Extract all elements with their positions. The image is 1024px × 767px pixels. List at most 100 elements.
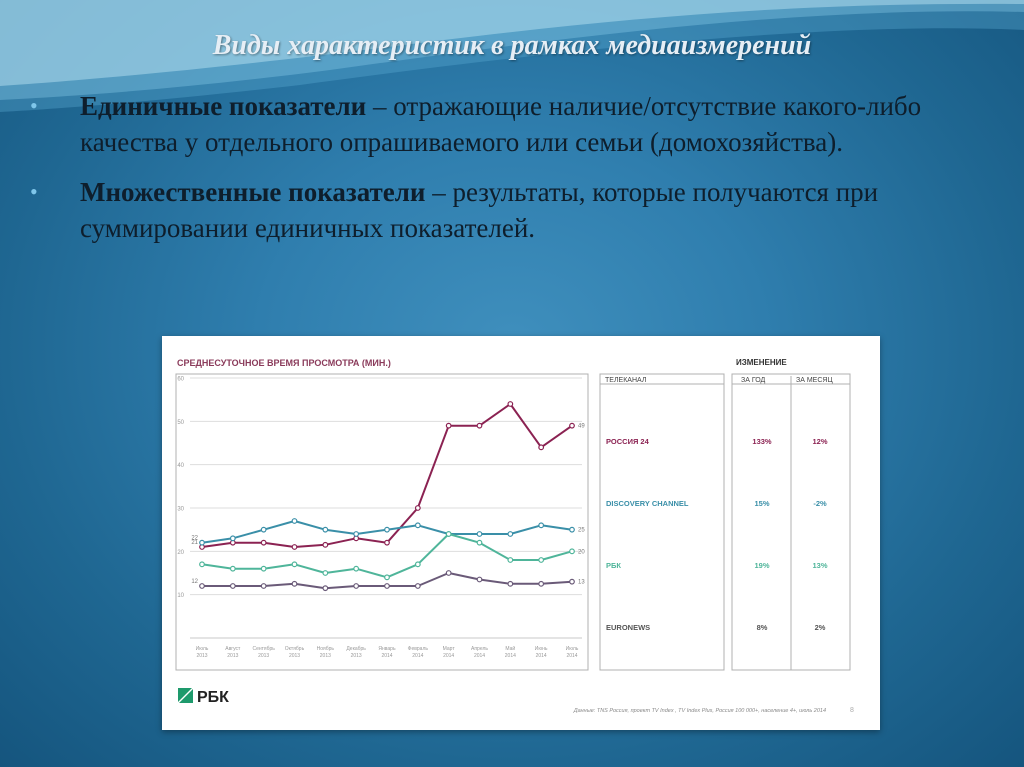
data-source-note: Данные: TNS Россия, проект TV Index , TV… bbox=[573, 708, 826, 714]
x-tick-label: Февраль 2014 bbox=[408, 646, 429, 659]
bullet-term: Множественные показатели bbox=[80, 177, 426, 207]
series-end-label: 25 bbox=[578, 528, 585, 534]
table-year-change: 8% bbox=[757, 623, 768, 632]
header-wave-decoration bbox=[0, 0, 1024, 112]
chart-card: СРЕДНЕСУТОЧНОЕ ВРЕМЯ ПРОСМОТРА (МИН.) ИЗ… bbox=[162, 336, 880, 730]
chart-title: СРЕДНЕСУТОЧНОЕ ВРЕМЯ ПРОСМОТРА (МИН.) bbox=[177, 358, 391, 368]
x-tick-label: Январь 2014 bbox=[378, 646, 396, 659]
series-end-label: 13 bbox=[578, 580, 585, 586]
table-header-channel: ТЕЛЕКАНАЛ bbox=[605, 377, 647, 384]
data-point bbox=[445, 422, 452, 429]
data-point bbox=[414, 505, 421, 511]
table-channel-name: РБК bbox=[606, 561, 621, 570]
data-point bbox=[538, 557, 545, 563]
data-point bbox=[538, 444, 545, 451]
y-tick-label: 50 bbox=[177, 420, 184, 426]
data-point bbox=[260, 526, 267, 533]
data-point bbox=[322, 541, 329, 548]
x-tick-label: Июль 2013 bbox=[196, 646, 209, 659]
table-channel-name: EURONEWS bbox=[606, 623, 650, 632]
data-point bbox=[199, 583, 205, 589]
data-point bbox=[291, 518, 298, 524]
bullet-list: • Единичные показатели – отражающие нали… bbox=[30, 88, 990, 260]
series-start-label: 21 bbox=[191, 540, 198, 546]
table-year-change: 15% bbox=[754, 499, 769, 508]
viewing-time-chart: СРЕДНЕСУТОЧНОЕ ВРЕМЯ ПРОСМОТРА (МИН.) ИЗ… bbox=[175, 358, 854, 714]
data-point bbox=[384, 539, 390, 546]
bullet-dot-icon: • bbox=[30, 179, 38, 204]
table-year-change: 133% bbox=[752, 437, 772, 446]
plot-frame bbox=[175, 373, 589, 671]
table-frame-channel bbox=[599, 373, 725, 671]
y-tick-label: 40 bbox=[177, 463, 184, 469]
data-point bbox=[569, 548, 575, 555]
data-point bbox=[353, 531, 360, 537]
data-point bbox=[199, 561, 205, 568]
table-month-change: -2% bbox=[813, 499, 827, 508]
page-number: 8 bbox=[850, 707, 854, 714]
data-point bbox=[569, 526, 575, 533]
table-year-change: 19% bbox=[754, 561, 769, 570]
table-month-change: 13% bbox=[812, 561, 827, 570]
x-tick-label: Сентябрь 2013 bbox=[252, 646, 275, 659]
table-channel-name: РОССИЯ 24 bbox=[606, 437, 650, 446]
bullet-definition: – результаты, которые получаются при сум… bbox=[80, 177, 879, 243]
data-point bbox=[476, 422, 483, 429]
bullet-definition: – отражающие наличие/отсутствие какого-л… bbox=[80, 91, 922, 157]
data-point bbox=[476, 539, 483, 546]
bullet-item: • Единичные показатели – отражающие нали… bbox=[30, 88, 990, 160]
data-point bbox=[229, 583, 236, 589]
x-tick-label: Май 2014 bbox=[505, 645, 516, 659]
data-point bbox=[322, 570, 329, 576]
data-point bbox=[538, 580, 545, 587]
x-tick-label: Апрель 2014 bbox=[471, 646, 488, 659]
x-tick-label: Октябрь 2013 bbox=[285, 646, 305, 659]
rbc-logo-text: РБК bbox=[197, 689, 229, 706]
data-point bbox=[229, 535, 236, 542]
rbc-logo-icon bbox=[179, 689, 193, 703]
data-point bbox=[476, 531, 483, 537]
series-start-label: 22 bbox=[191, 536, 198, 542]
data-point bbox=[229, 565, 236, 572]
x-tick-label: Июль 2014 bbox=[566, 646, 579, 659]
data-point bbox=[507, 557, 514, 563]
data-point bbox=[260, 565, 267, 572]
x-tick-label: Декабрь 2013 bbox=[346, 646, 366, 659]
rbc-logo: РБК bbox=[178, 688, 229, 706]
table-month-change: 12% bbox=[812, 437, 827, 446]
data-point bbox=[445, 570, 452, 576]
series-end-label: 49 bbox=[578, 424, 585, 430]
data-point bbox=[291, 561, 298, 568]
data-point bbox=[291, 580, 298, 587]
x-tick-label: Август 2013 bbox=[225, 646, 241, 659]
data-point bbox=[199, 539, 205, 546]
series-start-label: 12 bbox=[191, 579, 198, 585]
bullet-dot-icon: • bbox=[30, 93, 38, 118]
data-point bbox=[569, 578, 575, 585]
table-header-year: ЗА ГОД bbox=[741, 377, 766, 384]
data-point bbox=[384, 574, 390, 581]
data-point bbox=[384, 526, 390, 533]
data-point bbox=[569, 422, 575, 429]
data-point bbox=[384, 583, 390, 589]
table-channel-name: DISCOVERY CHANNEL bbox=[606, 499, 689, 508]
y-tick-label: 60 bbox=[177, 377, 184, 383]
bullet-term: Единичные показатели bbox=[80, 91, 367, 121]
data-point bbox=[445, 531, 452, 537]
series-end-label: 20 bbox=[578, 549, 585, 555]
data-point bbox=[353, 565, 360, 572]
data-point bbox=[538, 522, 545, 529]
x-tick-label: Ноябрь 2013 bbox=[317, 646, 335, 659]
data-point bbox=[260, 539, 267, 546]
data-point bbox=[414, 522, 421, 529]
data-point bbox=[414, 583, 421, 589]
data-point bbox=[507, 580, 514, 587]
series-line bbox=[201, 403, 573, 548]
rbc-logo-icon bbox=[178, 688, 192, 702]
table-month-change: 2% bbox=[815, 623, 826, 632]
data-point bbox=[507, 531, 514, 537]
data-point bbox=[353, 583, 360, 589]
slide-title: Виды характеристик в рамках медиаизмерен… bbox=[212, 30, 812, 61]
table-header-month: ЗА МЕСЯЦ bbox=[796, 377, 833, 384]
y-tick-label: 30 bbox=[177, 507, 184, 513]
